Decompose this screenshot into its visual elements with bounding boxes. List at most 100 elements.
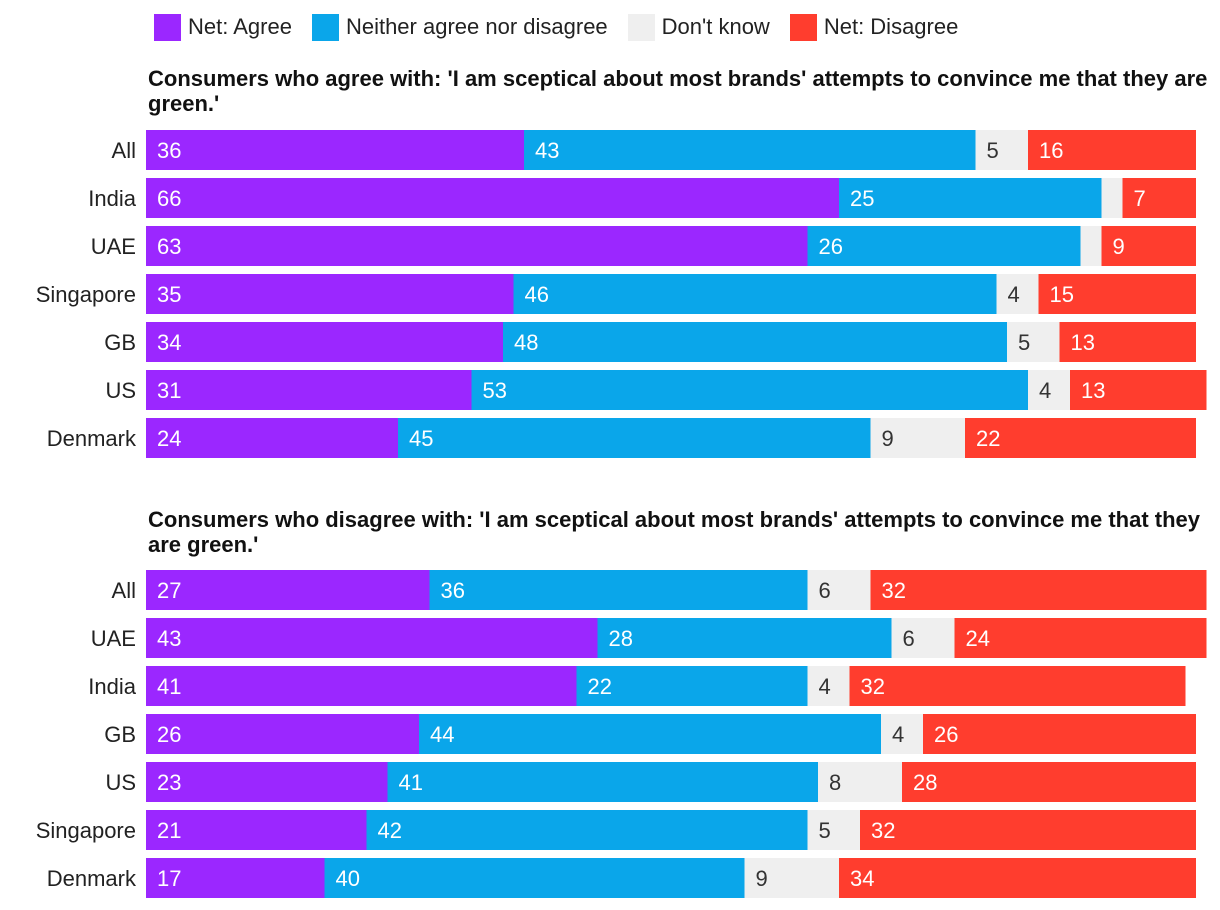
data-label-neither-denmark: 45 [409, 426, 433, 451]
data-label-net-disagree-denmark: 22 [976, 426, 1000, 451]
bar-segment-net-disagree-singapore [860, 810, 1196, 850]
data-label-net-agree-singapore: 21 [157, 818, 181, 843]
data-label-net-agree-gb: 34 [157, 330, 181, 355]
data-label-net-disagree-gb: 26 [934, 722, 958, 747]
legend-swatch-net-disagree [789, 13, 817, 41]
bar-segment-net-disagree-uae [954, 618, 1207, 658]
bar-segment-net-disagree-gb [923, 714, 1196, 754]
bar-segment-net-agree-singapore [146, 810, 367, 850]
data-label-net-disagree-uae: 24 [966, 626, 990, 651]
bar-segment-net-agree-gb [146, 322, 503, 362]
data-label-dont-know-denmark: 9 [882, 426, 894, 451]
bar-segment-neither-singapore [366, 810, 808, 850]
data-label-net-agree-all: 27 [157, 578, 181, 603]
legend-label-dont-know: Don't know [661, 14, 770, 39]
bar-segment-dont-know-uae [891, 618, 955, 658]
data-label-neither-india: 25 [850, 186, 874, 211]
category-label-singapore: Singapore [36, 818, 136, 843]
bar-segment-neither-us [471, 370, 1028, 410]
bar-segment-dont-know-all [975, 130, 1028, 170]
bar-segment-dont-know-us [818, 762, 902, 802]
bar-segment-neither-us [387, 762, 818, 802]
bar-segment-net-agree-singapore [146, 274, 514, 314]
bar-segment-net-agree-india [146, 178, 839, 218]
data-label-net-disagree-us: 28 [913, 770, 937, 795]
data-label-net-agree-us: 31 [157, 378, 181, 403]
data-label-net-agree-india: 66 [157, 186, 181, 211]
category-label-gb: GB [104, 722, 136, 747]
data-label-neither-singapore: 42 [378, 818, 402, 843]
data-label-dont-know-us: 4 [1039, 378, 1051, 403]
bar-segment-net-disagree-india [1122, 178, 1196, 218]
bar-segment-dont-know-india [807, 666, 850, 706]
data-label-neither-uae: 28 [609, 626, 633, 651]
data-label-net-disagree-india: 32 [861, 674, 885, 699]
bar-segment-neither-uae [807, 226, 1081, 266]
bar-segment-net-agree-denmark [146, 418, 398, 458]
bar-segment-net-disagree-denmark [839, 858, 1196, 898]
bar-segment-net-agree-uae [146, 226, 808, 266]
bar-segment-neither-denmark [324, 858, 745, 898]
legend-item-neither: Neither agree nor disagree [311, 13, 608, 41]
bar-segment-net-disagree-gb [1059, 322, 1196, 362]
bar-segment-dont-know-uae [1080, 226, 1102, 266]
data-label-neither-gb: 48 [514, 330, 538, 355]
bar-segment-net-disagree-us [1070, 370, 1207, 410]
data-label-net-agree-denmark: 24 [157, 426, 181, 451]
data-label-dont-know-india: 4 [819, 674, 831, 699]
data-label-net-disagree-uae: 9 [1113, 234, 1125, 259]
data-label-neither-all: 43 [535, 138, 559, 163]
bar-segment-net-agree-india [146, 666, 577, 706]
category-label-denmark: Denmark [47, 426, 137, 451]
legend-item-net-agree: Net: Agree [154, 13, 292, 41]
data-label-net-disagree-singapore: 32 [871, 818, 895, 843]
bar-segment-neither-uae [597, 618, 892, 658]
bar-segment-net-disagree-us [902, 762, 1196, 802]
data-label-net-agree-us: 23 [157, 770, 181, 795]
data-label-net-disagree-all: 16 [1039, 138, 1063, 163]
category-label-gb: GB [104, 330, 136, 355]
data-label-net-agree-uae: 63 [157, 234, 181, 259]
category-label-singapore: Singapore [36, 282, 136, 307]
category-label-all: All [112, 578, 136, 603]
legend-swatch-neither [311, 13, 339, 41]
bar-segment-neither-gb [503, 322, 1007, 362]
data-label-net-agree-singapore: 35 [157, 282, 181, 307]
data-label-neither-uae: 26 [819, 234, 843, 259]
data-label-net-agree-india: 41 [157, 674, 181, 699]
legend-label-neither: Neither agree nor disagree [345, 14, 608, 39]
data-label-neither-singapore: 46 [525, 282, 549, 307]
bar-segment-dont-know-gb [1007, 322, 1060, 362]
data-label-dont-know-uae: 6 [903, 626, 915, 651]
data-label-net-disagree-us: 13 [1081, 378, 1105, 403]
category-label-india: India [88, 674, 136, 699]
bar-segment-net-disagree-denmark [965, 418, 1196, 458]
data-label-dont-know-all: 5 [987, 138, 999, 163]
data-label-neither-all: 36 [441, 578, 465, 603]
data-label-net-agree-all: 36 [157, 138, 181, 163]
data-label-net-disagree-singapore: 15 [1050, 282, 1074, 307]
category-label-denmark: Denmark [47, 866, 137, 891]
bar-segment-net-agree-us [146, 370, 472, 410]
category-label-us: US [105, 770, 136, 795]
category-label-uae: UAE [91, 234, 136, 259]
bar-segment-net-agree-all [146, 130, 524, 170]
bar-segment-dont-know-singapore [996, 274, 1039, 314]
data-label-dont-know-all: 6 [819, 578, 831, 603]
data-label-dont-know-gb: 5 [1018, 330, 1030, 355]
bar-segment-net-disagree-all [870, 570, 1207, 610]
data-label-net-agree-denmark: 17 [157, 866, 181, 891]
bar-segment-net-agree-all [146, 570, 430, 610]
data-label-net-agree-gb: 26 [157, 722, 181, 747]
data-label-dont-know-us: 8 [829, 770, 841, 795]
bar-segment-dont-know-us [1028, 370, 1070, 410]
data-label-dont-know-denmark: 9 [756, 866, 768, 891]
bar-segment-net-agree-denmark [146, 858, 325, 898]
data-label-net-disagree-gb: 13 [1071, 330, 1095, 355]
bar-segment-dont-know-denmark [870, 418, 965, 458]
data-label-net-disagree-denmark: 34 [850, 866, 874, 891]
bar-segment-net-disagree-india [849, 666, 1186, 706]
legend-item-dont-know: Don't know [627, 13, 770, 41]
legend-label-net-agree: Net: Agree [188, 14, 292, 39]
legend-label-net-disagree: Net: Disagree [823, 14, 959, 39]
